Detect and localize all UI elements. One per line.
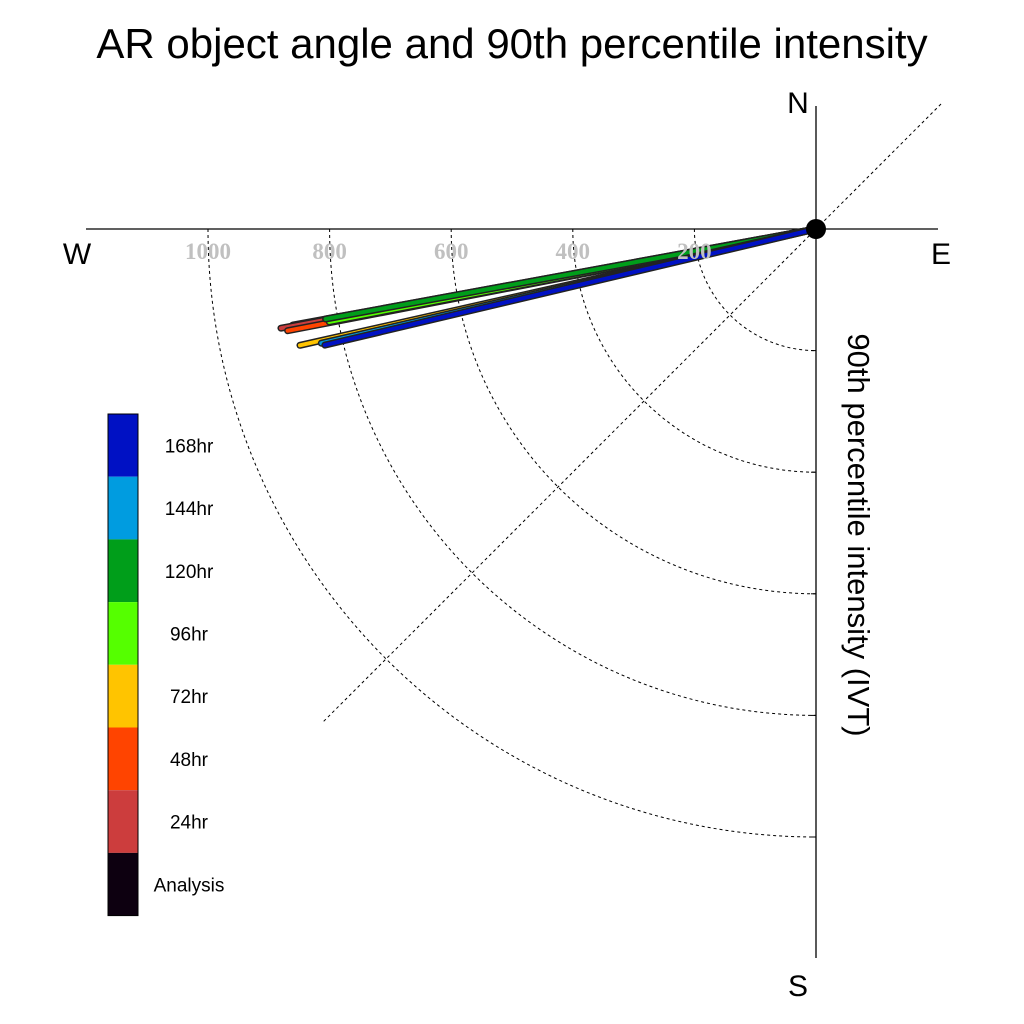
compass-north-label: N — [787, 87, 809, 120]
legend: 168hr 144hr 120hr 96hr 72hr 48hr 24hr Analysis — [107, 413, 225, 917]
legend-swatch-48hr — [108, 727, 138, 791]
legend-label-analysis: Analysis — [154, 875, 225, 896]
legend-swatch-96hr — [108, 602, 138, 665]
legend-swatch-analysis — [108, 852, 138, 916]
chart-title: AR object angle and 90th percentile inte… — [96, 20, 927, 67]
legend-label-24hr: 24hr — [170, 813, 209, 834]
grid-diagonal — [321, 103, 942, 724]
vector-series — [277, 225, 820, 349]
legend-swatch-120hr — [108, 539, 138, 603]
legend-label-96hr: 96hr — [170, 624, 209, 645]
compass-west-label: W — [63, 238, 92, 271]
legend-frame — [107, 413, 139, 917]
radial-tick-labels: 200 400 600 800 1000 — [185, 239, 712, 264]
legend-swatch-144hr — [108, 476, 138, 540]
radial-label-600: 600 — [434, 239, 469, 264]
radial-label-200: 200 — [677, 239, 712, 264]
intensity-axis-label: 90th percentile intensity (IVT) — [841, 333, 876, 736]
vector-168hr — [322, 227, 818, 348]
compass-axes — [86, 106, 938, 958]
legend-label-48hr: 48hr — [170, 750, 209, 771]
legend-label-120hr: 120hr — [165, 562, 214, 583]
radial-label-1000: 1000 — [185, 239, 231, 264]
polar-grid — [207, 103, 942, 838]
radial-label-800: 800 — [312, 239, 347, 264]
legend-swatch-24hr — [108, 790, 138, 853]
legend-swatch-72hr — [108, 664, 138, 728]
legend-swatch-168hr — [108, 414, 138, 477]
legend-label-144hr: 144hr — [165, 499, 214, 520]
legend-label-168hr: 168hr — [165, 436, 214, 457]
origin-marker — [806, 219, 826, 239]
grid-arc-1000 — [207, 228, 817, 838]
legend-label-72hr: 72hr — [170, 687, 209, 708]
compass-south-label: S — [788, 970, 808, 1003]
radial-label-400: 400 — [556, 239, 591, 264]
compass-east-label: E — [931, 238, 951, 271]
